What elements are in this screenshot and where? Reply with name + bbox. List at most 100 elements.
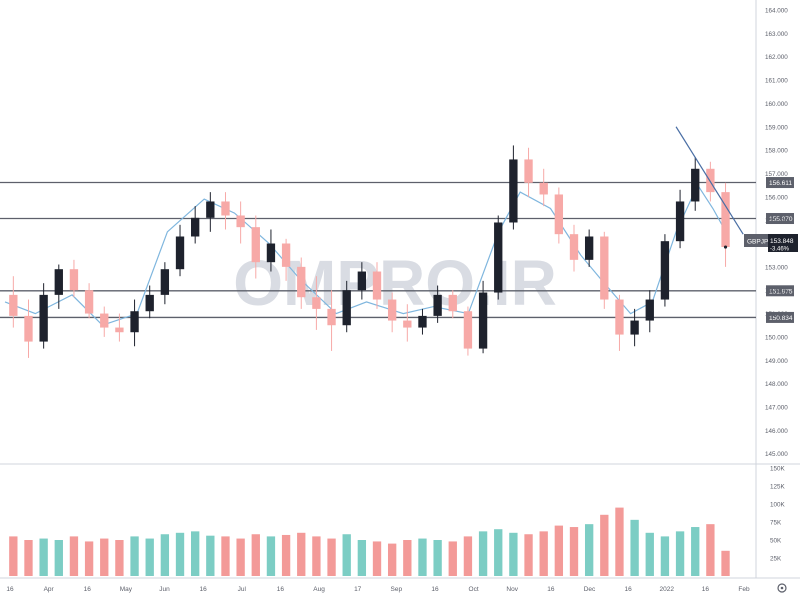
horizontal-level-label: 151.975 [769, 288, 793, 295]
candle-body [691, 168, 700, 202]
volume-bar [554, 525, 564, 576]
time-tick-label: 16 [277, 586, 285, 593]
time-tick-label: 16 [702, 586, 710, 593]
price-badge-bg [768, 234, 798, 252]
price-tick-label: 158.000 [765, 148, 788, 155]
candle-body [342, 290, 351, 326]
volume-tick-label: 25K [770, 556, 782, 563]
volume-bar [69, 536, 79, 576]
candle-body [403, 320, 412, 328]
volume-bar [630, 519, 639, 576]
price-tick-label: 160.000 [765, 101, 788, 108]
volume-bar [191, 531, 200, 576]
candle-body [448, 294, 457, 312]
candle-body [372, 271, 382, 300]
candle-body [312, 297, 321, 309]
volume-tick-label: 100K [770, 502, 786, 509]
time-tick-label: Aug [313, 586, 325, 593]
time-axis[interactable]: 16 Apr 16 May Jun 16 Jul 16 Aug 17 Sep 16 Oct Nov 16 De… [6, 586, 750, 593]
candle-body [721, 192, 730, 248]
time-tick-label: 16 [624, 586, 632, 593]
volume-bar [675, 531, 685, 576]
last-price-label: 153.848 [770, 238, 794, 245]
symbol-badge-bg [744, 234, 768, 247]
trendline-layer[interactable] [675, 126, 744, 235]
candle-body [509, 159, 518, 223]
symbol-price-badge: GBPJPY 153.848 -3.46% [744, 234, 798, 253]
volume-bar [706, 524, 715, 576]
volume-tick-label: 150K [770, 466, 786, 473]
price-tick-label: 151.000 [765, 311, 788, 318]
candle-body [584, 236, 594, 260]
volume-layer [9, 507, 730, 576]
volume-bar [24, 540, 33, 576]
price-tick-label: 148.000 [765, 381, 788, 388]
volume-bar [266, 536, 276, 576]
time-tick-label: 17 [354, 586, 362, 593]
volume-bar [463, 536, 473, 576]
candle-body [600, 236, 609, 300]
candle-body [675, 201, 685, 242]
candle-body [206, 201, 215, 218]
candle-body [24, 315, 33, 342]
candle-body [130, 311, 139, 333]
volume-bar [39, 538, 48, 576]
price-tick-label: 159.000 [765, 124, 788, 131]
candle-body [221, 201, 230, 216]
candle-body [569, 234, 579, 260]
candle-body [539, 182, 548, 195]
volume-bar [478, 531, 488, 576]
volume-bar [281, 534, 291, 576]
volume-axis: 150K 125K 100K 75K 50K 25K [770, 466, 786, 563]
price-axis[interactable]: 164.000 163.000 162.000 161.000 160.000 159.0… [765, 8, 788, 459]
price-tick-label: 149.000 [765, 358, 788, 365]
volume-bar [539, 531, 548, 576]
volume-bar [9, 536, 18, 576]
time-tick-label: 16 [200, 586, 208, 593]
volume-bar [509, 532, 518, 576]
settings-icon[interactable] [777, 583, 787, 593]
time-tick-label: Sep [391, 586, 403, 593]
volume-bar [145, 538, 154, 576]
time-tick-label: 16 [84, 586, 92, 593]
volume-bar [297, 532, 306, 576]
candle-body [660, 241, 670, 300]
time-tick-label: Jul [238, 586, 247, 593]
symbol-label: GBPJPY [747, 239, 773, 246]
time-tick-label: Jun [159, 586, 170, 593]
price-tick-label: 163.000 [765, 31, 788, 38]
candle-body [327, 308, 336, 326]
volume-bar [160, 534, 170, 576]
price-tick-label: 156.000 [765, 194, 788, 201]
volume-bar [342, 534, 351, 576]
time-tick-label: Feb [738, 586, 750, 593]
horizontal-level-tag [766, 285, 794, 297]
horizontal-level-tag [766, 311, 794, 323]
chart-frame [0, 0, 800, 579]
volume-bar [206, 535, 215, 576]
last-price-marker [723, 245, 728, 249]
candle-body [387, 299, 397, 321]
time-tick-label: Apr [44, 586, 55, 593]
candle-body [418, 315, 427, 328]
candle-body [115, 327, 124, 333]
price-tick-label: 147.000 [765, 404, 788, 411]
volume-bar [660, 536, 670, 576]
volume-bar [387, 543, 397, 576]
volume-bar [54, 540, 63, 576]
volume-bar [130, 536, 139, 576]
volume-bar [403, 540, 412, 576]
volume-bar [615, 507, 624, 576]
candle-body [100, 313, 109, 328]
candle-body [84, 290, 94, 314]
time-tick-label: May [120, 586, 133, 593]
volume-bar [494, 529, 503, 576]
volume-bar [312, 536, 321, 576]
candle-body [251, 227, 260, 263]
volume-bar [600, 514, 609, 576]
candle-body [645, 299, 654, 321]
volume-bar [418, 538, 427, 576]
volume-bar [645, 532, 654, 576]
candle-body [630, 320, 639, 335]
